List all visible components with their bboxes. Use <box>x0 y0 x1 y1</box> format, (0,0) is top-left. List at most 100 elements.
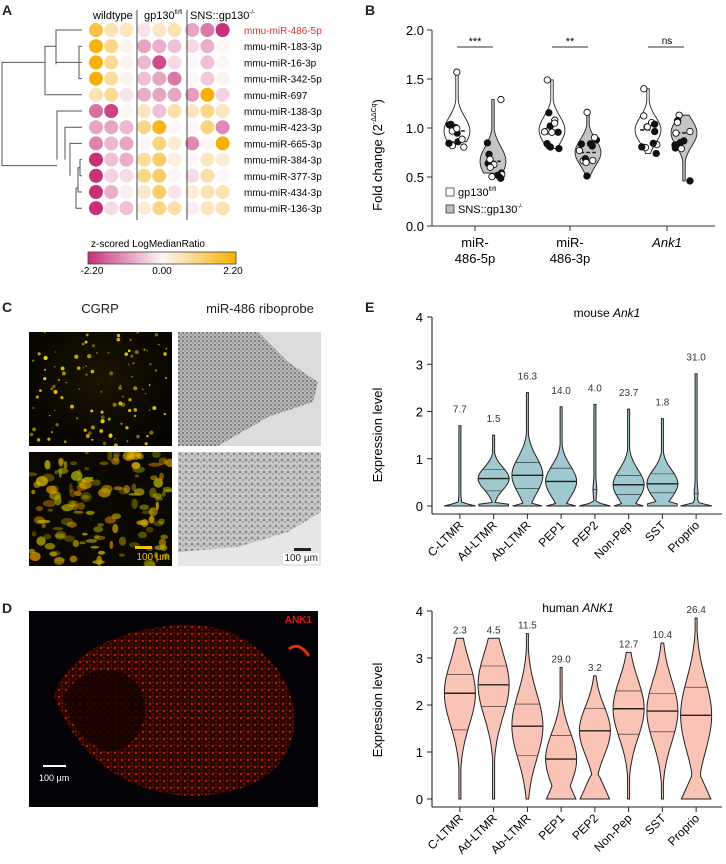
data-point <box>686 177 694 185</box>
data-point <box>453 124 461 133</box>
dendrogram-branch <box>44 45 82 96</box>
heatmap-cell <box>167 136 182 151</box>
violin-top-label: 1.5 <box>487 414 501 425</box>
y-tick-label: 1 <box>416 745 423 760</box>
heatmap-cell <box>185 185 200 199</box>
heatmap-cell <box>167 71 182 86</box>
row-label: mmu-miR-697 <box>244 91 308 102</box>
violin-top-label: 16.3 <box>518 372 538 383</box>
colorbar-title: z-scored LogMedianRatio <box>91 239 205 250</box>
data-point <box>582 158 590 167</box>
heatmap-cell <box>137 104 152 118</box>
data-point <box>588 142 596 150</box>
y-axis-label: Expression level <box>370 388 385 483</box>
violin <box>511 392 544 507</box>
violin-top-label: 4.0 <box>588 383 602 394</box>
riboprobe-tissue <box>178 452 321 552</box>
heatmap-cell <box>185 152 200 167</box>
row-labels: mmu-miR-486-5p mmu-miR-183-3p mmu-miR-16-3… <box>244 26 322 215</box>
ank1-signal <box>54 625 311 796</box>
heatmap-cell <box>167 185 182 199</box>
x-label-3: Ank1 <box>651 235 682 250</box>
heatmap-cell <box>119 23 134 37</box>
heatmap-cell <box>89 185 103 199</box>
y-tick-label: 0.0 <box>406 219 424 234</box>
x-tick-label: Proprio <box>665 811 702 848</box>
heatmap-cell <box>215 168 230 183</box>
heatmap-cell <box>137 136 152 151</box>
y-axis-label: Fold change (2-ΔΔCq) <box>370 99 385 211</box>
violin <box>612 408 645 507</box>
scalebar-label: 100 µm <box>283 553 319 564</box>
heatmap-cell <box>152 201 167 216</box>
heatmap-cell <box>152 55 167 70</box>
data-point <box>458 135 466 143</box>
data-point <box>486 155 494 164</box>
violin <box>646 642 679 800</box>
x-label-1a: miR- <box>461 235 488 250</box>
y-tick-label: 3 <box>416 357 423 372</box>
heatmap-cell <box>89 104 103 118</box>
dendrogram-branch <box>1 61 57 167</box>
data-point <box>540 128 549 136</box>
heatmap-cell <box>119 104 134 118</box>
heatmap-cell <box>167 104 182 118</box>
heatmap-cell <box>152 185 167 199</box>
heatmap-cell <box>104 87 119 102</box>
heatmap-cell <box>137 120 152 135</box>
y-axis: 0.0 0.5 1.0 1.5 2.0 <box>406 23 715 234</box>
heatmap-cell <box>104 23 119 37</box>
heatmap-cell <box>200 185 215 199</box>
violin <box>443 425 476 507</box>
violin <box>612 651 645 800</box>
panel-letter-c: C <box>2 299 13 315</box>
heatmap-cell <box>215 55 230 70</box>
plot-area: 012347.7C-LTMR1.5Ad-LTMR16.3Ab-LTMR14.0P… <box>416 310 722 564</box>
significance-3: ns <box>662 36 673 47</box>
data-point <box>643 123 652 131</box>
y-tick-label: 4 <box>416 310 423 325</box>
scalebar-label: 100 µm <box>136 552 170 563</box>
data-point <box>453 68 461 76</box>
group-label-wildtype: wildtype <box>92 10 133 22</box>
row-label: mmu-miR-486-5p <box>244 26 322 37</box>
y-tick-label: 0.5 <box>406 170 424 185</box>
y-tick-label: 1.0 <box>406 121 424 136</box>
data-point <box>546 143 555 151</box>
data-point <box>445 139 453 147</box>
data-point <box>583 172 591 180</box>
heatmap-cell <box>152 39 167 54</box>
heatmap-cell <box>215 136 230 151</box>
x-tick-label: SST <box>642 518 669 545</box>
dendrogram-branch <box>69 142 82 176</box>
heatmap-cell <box>152 71 167 86</box>
heatmap-cell <box>89 87 103 102</box>
heatmap-cell <box>185 23 200 37</box>
heatmap-cell <box>185 71 200 86</box>
dendrogram-branch <box>77 167 82 193</box>
x-label-2a: miR- <box>556 235 583 250</box>
stain-label: ANK1 <box>284 615 312 626</box>
y-tick-label: 0 <box>416 792 423 807</box>
data-point <box>672 129 680 137</box>
panel-letter-a: A <box>2 2 13 18</box>
heatmap-cell <box>185 55 200 70</box>
heatmap-cell <box>167 23 182 37</box>
data-point <box>550 119 559 127</box>
dendrogram-branch <box>75 187 82 209</box>
heatmap-cell <box>89 152 103 167</box>
y-tick-label: 4 <box>416 604 423 619</box>
violin <box>680 617 713 800</box>
heatmap-cell <box>185 104 200 118</box>
human-ank1-violin-chart: human ANK1 Expression level 012342.3C-LT… <box>370 601 722 857</box>
heatmap-cell <box>104 55 119 70</box>
mouse-ank1-violin-chart: mouse Ank1 Expression level 012347.7C-LT… <box>370 306 722 564</box>
heatmap-cell <box>200 104 215 118</box>
data-point <box>673 118 682 127</box>
y-tick-label: 2 <box>416 405 423 420</box>
row-label: mmu-miR-665-3p <box>244 139 322 150</box>
dendrogram-branch <box>56 110 82 160</box>
data-point <box>638 143 646 151</box>
heatmap-cell <box>89 136 103 151</box>
heatmap-cell <box>200 201 215 216</box>
